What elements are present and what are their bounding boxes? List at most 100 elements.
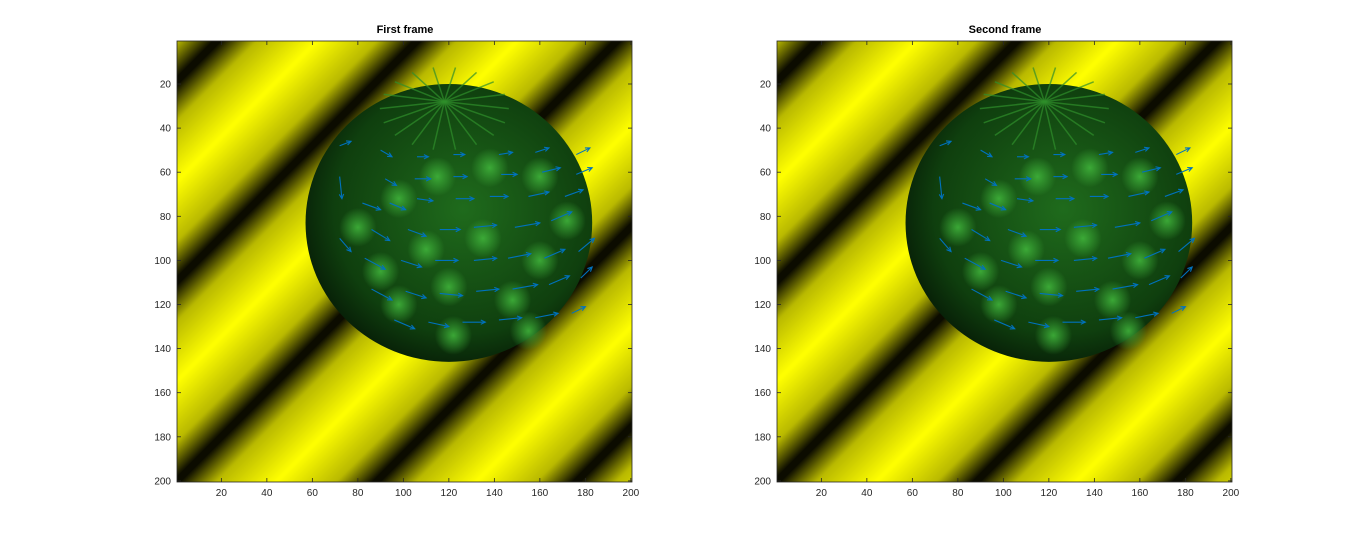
x-tick-label: 120 xyxy=(1041,488,1058,499)
flow-arrow xyxy=(338,176,345,200)
pole-ray xyxy=(394,81,445,103)
flow-arrow xyxy=(971,288,994,301)
flow-arrow xyxy=(1151,211,1173,222)
y-tick-label: 200 xyxy=(154,476,171,487)
y-tick-label: 60 xyxy=(760,168,772,179)
pole-ray xyxy=(1011,71,1045,103)
pole-ray xyxy=(994,81,1045,103)
texture-patch xyxy=(1148,201,1186,241)
pole-ray xyxy=(983,100,1045,124)
flow-arrow xyxy=(1062,319,1087,325)
flow-arrow xyxy=(1112,282,1139,290)
flow-arrow xyxy=(476,286,501,293)
pole-ray xyxy=(1044,100,1109,110)
flow-arrow xyxy=(407,229,428,238)
x-tick-label: 120 xyxy=(441,488,458,499)
texture-patch xyxy=(521,240,559,280)
flow-arrow xyxy=(416,197,435,203)
flow-arrow xyxy=(1007,229,1028,238)
pole-ray xyxy=(444,93,506,103)
pole-ray xyxy=(411,101,445,146)
texture-patch xyxy=(493,280,532,320)
flow-arrow xyxy=(542,166,562,173)
flow-arrow xyxy=(1101,171,1119,178)
flow-arrow xyxy=(1144,248,1167,259)
flow-arrow xyxy=(980,149,994,158)
flow-arrow xyxy=(1028,321,1051,329)
texture-patch xyxy=(1071,148,1109,188)
x-tick-label: 80 xyxy=(352,488,364,499)
flow-arrow xyxy=(439,226,462,233)
x-tick-label: 160 xyxy=(532,488,549,499)
pole-ray xyxy=(1011,101,1045,146)
texture-patch xyxy=(361,251,400,291)
x-tick-label: 60 xyxy=(907,488,919,499)
x-tick-label: 140 xyxy=(486,488,503,499)
pole-ray xyxy=(1032,67,1046,102)
x-tick-label: 40 xyxy=(861,488,873,499)
pole-ray xyxy=(443,67,457,102)
axes-2: 20 40 60 80 100 120 140 160 180 200 20 40 60 80 100 120… xyxy=(754,40,1240,499)
quiver xyxy=(338,140,596,330)
x-tick-label: 180 xyxy=(577,488,594,499)
pole-ray xyxy=(1043,71,1078,103)
flow-arrow xyxy=(1171,306,1187,314)
pole-ray xyxy=(444,100,509,110)
y-tick-label: 20 xyxy=(160,79,172,90)
flow-arrow xyxy=(551,211,573,222)
pole-ray xyxy=(432,67,446,102)
flow-arrow xyxy=(439,292,464,298)
flow-arrow xyxy=(435,257,460,264)
flow-arrow xyxy=(1014,176,1032,182)
texture-patch xyxy=(980,285,1018,324)
texture-patch xyxy=(548,201,586,241)
flow-arrow xyxy=(580,266,594,279)
flow-arrow xyxy=(1000,259,1023,269)
flow-arrow xyxy=(1005,290,1028,300)
pole-ray xyxy=(1044,81,1094,103)
flow-arrow xyxy=(1107,251,1133,259)
flow-arrow xyxy=(1135,146,1151,153)
panel-title-second: Second frame xyxy=(968,24,1042,36)
flow-arrow xyxy=(576,147,592,156)
y-tick-label: 80 xyxy=(160,212,172,223)
texture-patch xyxy=(1064,218,1102,258)
flow-arrow xyxy=(371,229,391,242)
flow-arrow xyxy=(1055,195,1076,202)
pole-ray xyxy=(979,100,1045,110)
y-tick-label: 100 xyxy=(754,256,771,267)
texture-patch xyxy=(380,179,418,219)
y-tick-label: 40 xyxy=(760,124,772,135)
pole-ray xyxy=(1043,67,1057,102)
texture-patch xyxy=(380,285,418,324)
pole-ray xyxy=(443,101,495,136)
flow-arrow xyxy=(1178,237,1196,253)
flow-arrow xyxy=(571,306,587,314)
texture-patch xyxy=(1109,311,1148,351)
flow-arrow xyxy=(339,140,353,147)
y-tick-label: 180 xyxy=(154,432,171,443)
axes-box xyxy=(776,40,1233,483)
y-tick-label: 200 xyxy=(754,476,771,487)
sphere-texture xyxy=(339,67,586,355)
texture-patch xyxy=(1007,229,1045,269)
flow-arrow xyxy=(473,255,498,262)
flow-arrow xyxy=(1148,275,1171,286)
pole-ray xyxy=(379,100,445,110)
x-tick-label: 140 xyxy=(1086,488,1103,499)
flow-arrow xyxy=(1164,188,1185,197)
flow-arrow xyxy=(939,140,953,147)
texture-patch xyxy=(1121,240,1159,280)
flow-arrow xyxy=(576,166,594,175)
x-tick-label: 200 xyxy=(1223,488,1240,499)
flow-arrow xyxy=(362,202,382,211)
y-tick-label: 20 xyxy=(760,79,772,90)
flow-arrow xyxy=(1135,311,1160,319)
flow-arrow xyxy=(1180,266,1194,279)
flow-arrow xyxy=(548,275,571,286)
flow-arrow xyxy=(1073,222,1098,229)
y-tick-label: 120 xyxy=(754,300,771,311)
pole-ray xyxy=(411,71,445,103)
